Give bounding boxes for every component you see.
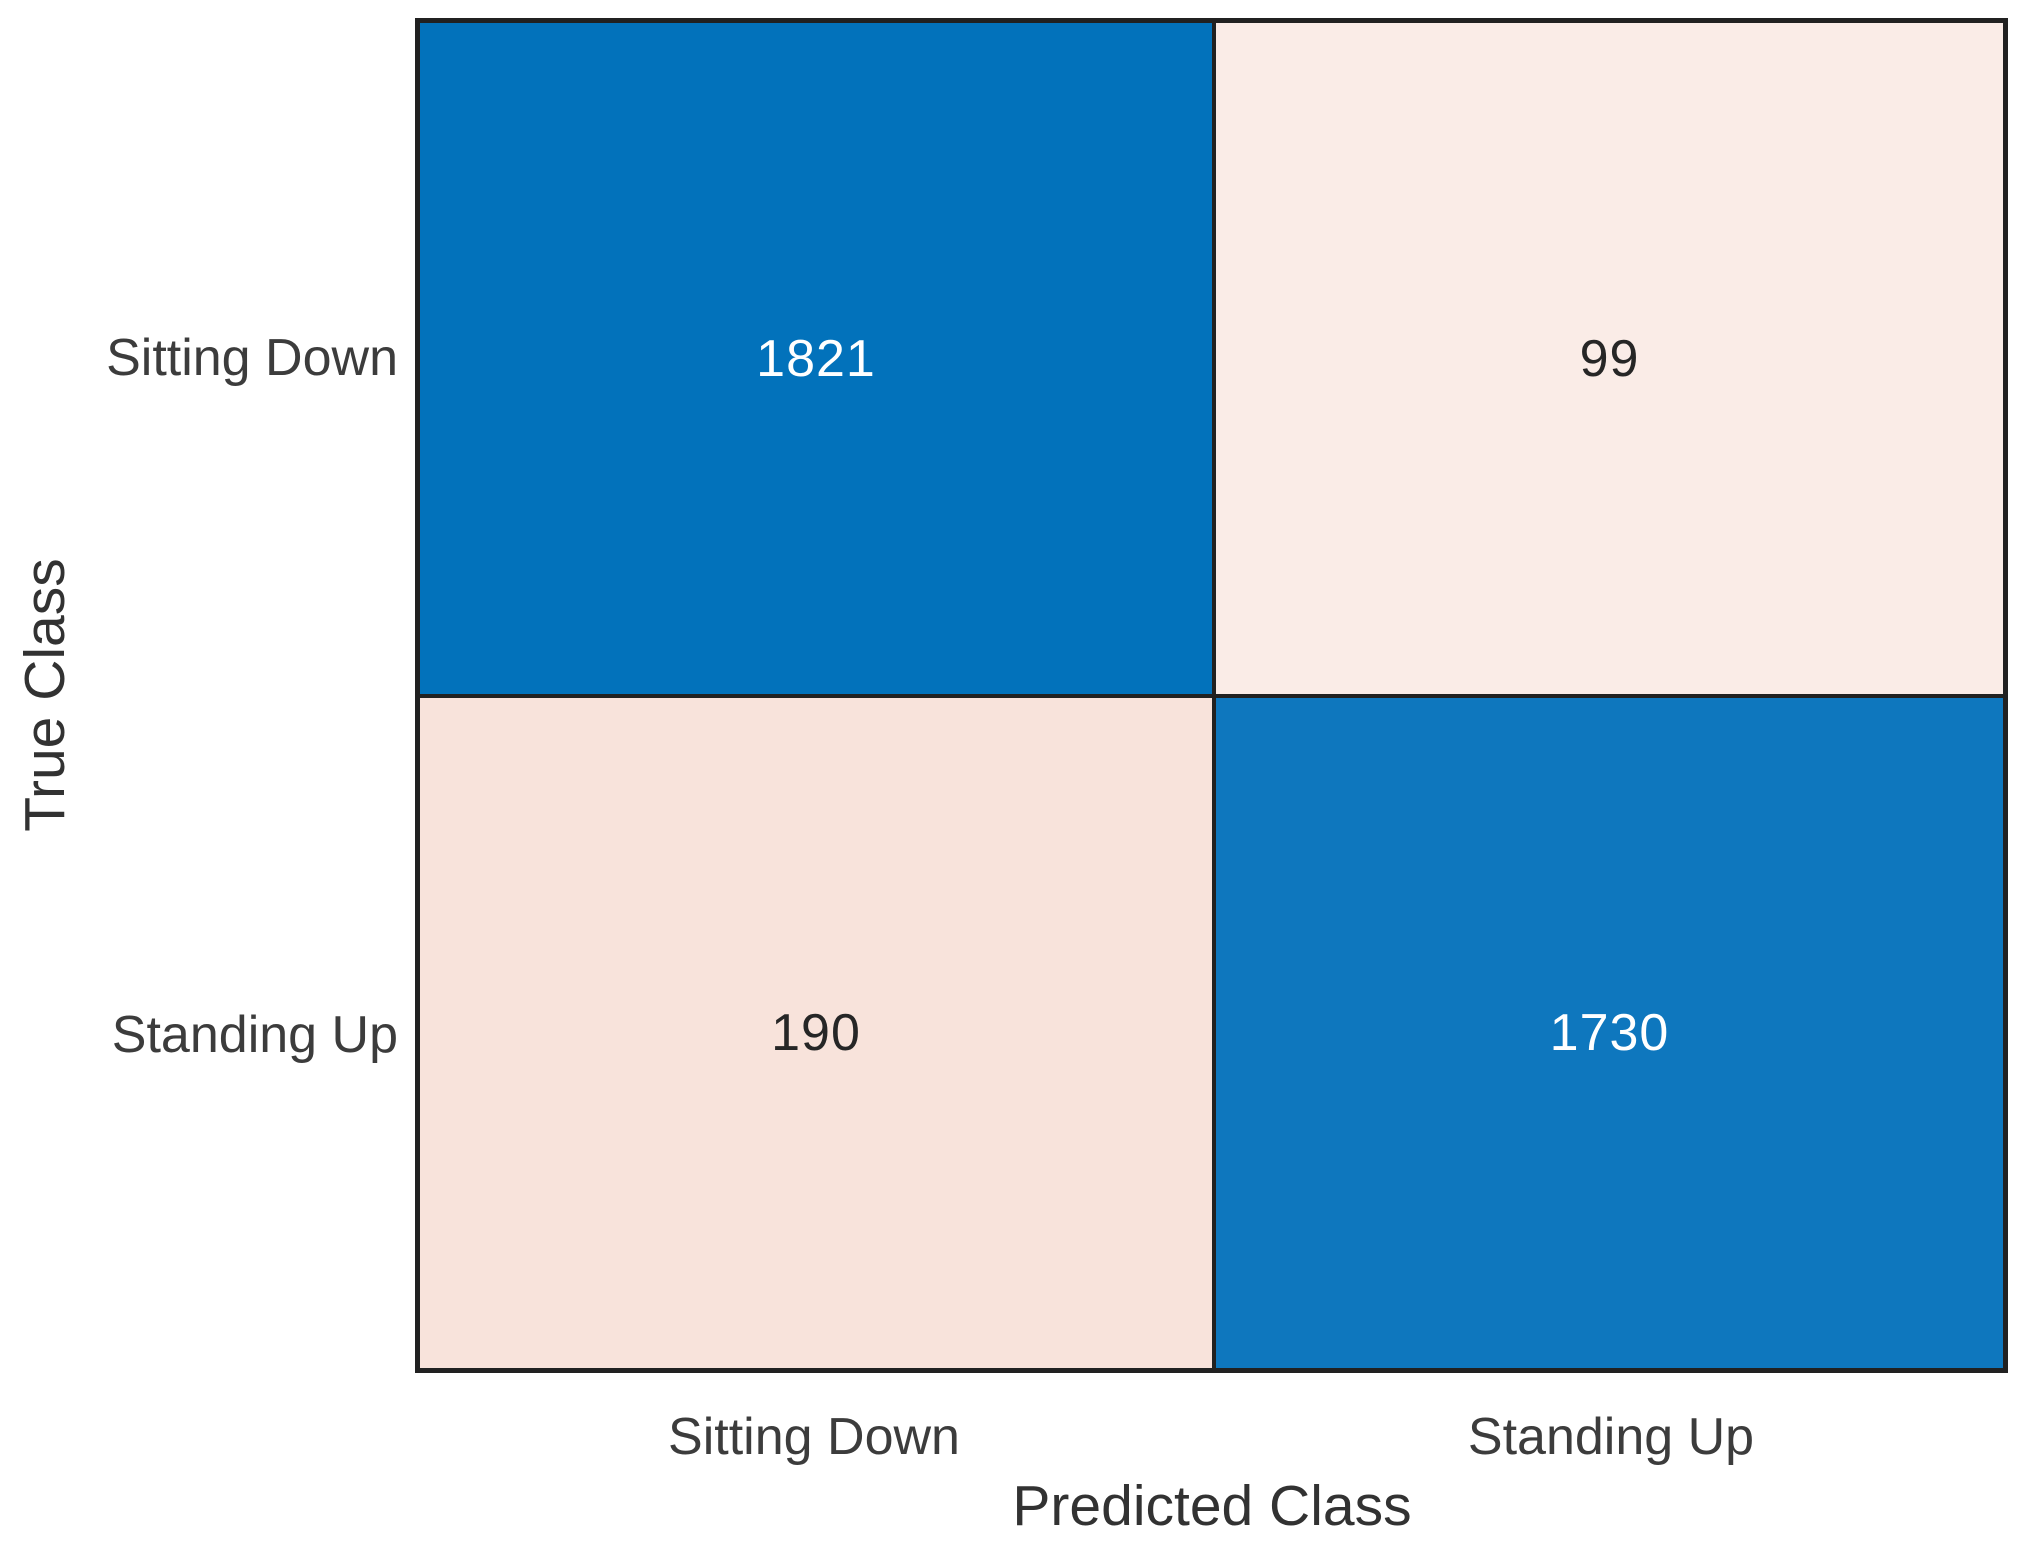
y-tick-standing-up: Standing Up	[111, 1006, 398, 1064]
cell-true-standing-up-pred-sitting-down: 190	[420, 698, 1212, 1368]
y-tick-sitting-down: Sitting Down	[106, 329, 398, 387]
cell-true-sitting-down-pred-sitting-down: 1821	[420, 23, 1212, 694]
x-tick-sitting-down: Sitting Down	[668, 1408, 960, 1466]
x-tick-standing-up: Standing Up	[1467, 1408, 1755, 1466]
x-axis-title: Predicted Class	[1012, 1474, 1412, 1538]
cell-true-sitting-down-pred-standing-up: 99	[1216, 23, 2003, 694]
confusion-matrix-plot: 1821 99 190 1730	[415, 18, 2008, 1373]
cell-true-standing-up-pred-standing-up: 1730	[1216, 698, 2003, 1368]
y-axis-title: True Class	[13, 558, 77, 832]
